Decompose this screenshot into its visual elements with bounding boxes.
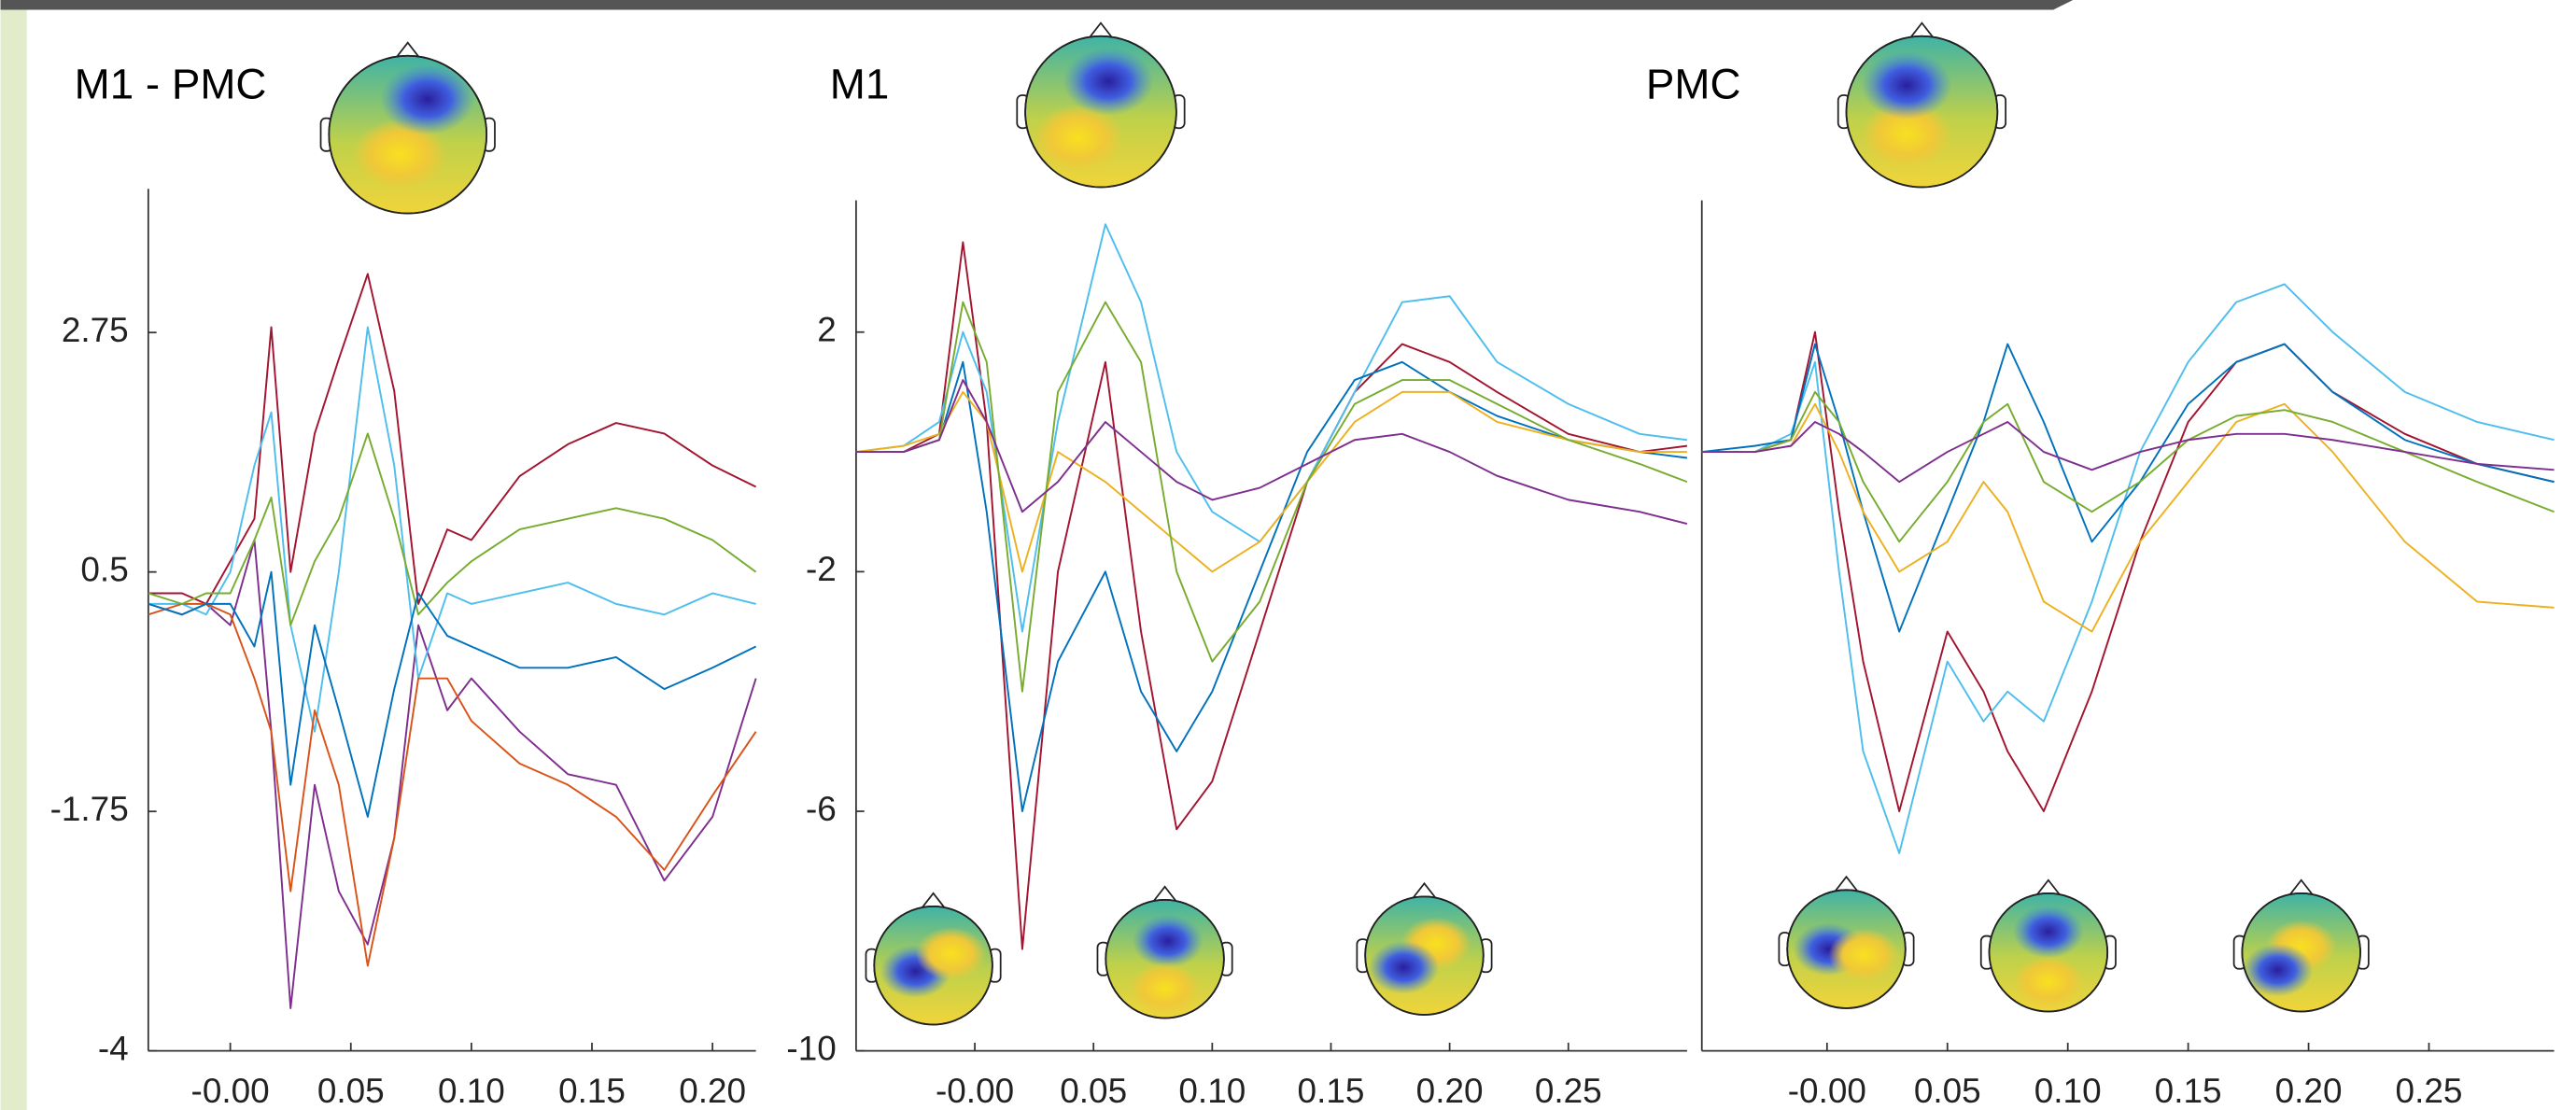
y-tick-label: -4 <box>98 1029 129 1067</box>
blob <box>1063 47 1154 116</box>
blob <box>1828 928 1900 982</box>
trace <box>148 273 757 605</box>
trace <box>855 241 1688 950</box>
trace <box>148 539 757 1010</box>
y-tick-label: -2 <box>806 550 837 588</box>
trace <box>1701 390 2555 543</box>
x-tick-label: 0.25 <box>2396 1072 2463 1110</box>
blob <box>1129 962 1201 1016</box>
trace <box>1701 343 2555 633</box>
head-outline <box>1786 889 1907 1009</box>
trace <box>148 326 756 733</box>
y-tick-label: -10 <box>786 1029 836 1067</box>
trace <box>148 602 757 967</box>
trace <box>1701 283 2555 854</box>
head-outline <box>873 906 993 1026</box>
top-bar <box>0 0 2074 10</box>
blob <box>1368 940 1440 994</box>
blob <box>915 927 987 981</box>
y-tick-label: -1.75 <box>50 790 129 828</box>
blob <box>2242 943 2314 997</box>
trace <box>1701 330 2555 812</box>
blob <box>1132 914 1204 968</box>
x-tick-label: 0.20 <box>679 1072 746 1110</box>
x-tick-label: 0.20 <box>1416 1072 1484 1110</box>
x-tick-label: 0.10 <box>438 1072 505 1110</box>
x-tick-label: 0.05 <box>1060 1072 1127 1110</box>
x-tick-label: 0.20 <box>2275 1072 2343 1110</box>
side-strip <box>0 0 27 1110</box>
x-tick-label: 0.25 <box>1535 1072 1602 1110</box>
panel: M1 -10 -6 -2 2 -0.00 0.05 0.10 0.15 0.20 0.25 <box>786 60 1688 1110</box>
topomap <box>2232 878 2370 1013</box>
topomap <box>1356 881 1493 1016</box>
y-tick-label: 0.5 <box>80 550 128 588</box>
y-tick-label: 2.75 <box>62 311 129 349</box>
x-tick-label: 0.05 <box>1914 1072 1981 1110</box>
topomap <box>1979 878 2117 1013</box>
topomap <box>1096 885 1233 1019</box>
panel-title: M1 <box>830 60 890 107</box>
x-tick-label: 0.10 <box>2034 1072 2102 1110</box>
x-tick-label: 0.15 <box>2155 1072 2222 1110</box>
blob <box>2012 905 2084 959</box>
y-tick-label: 2 <box>817 310 837 348</box>
x-tick-label: -0.00 <box>191 1072 270 1110</box>
topomap <box>319 41 496 215</box>
head-outline <box>328 54 488 215</box>
blob <box>380 63 475 135</box>
trace <box>855 379 1688 526</box>
topomap <box>1778 875 1915 1009</box>
head-outline <box>2241 892 2361 1013</box>
head-outline <box>1988 892 2109 1013</box>
x-tick-label: 0.15 <box>558 1072 626 1110</box>
head-outline <box>1845 35 1999 189</box>
blob <box>1861 50 1952 119</box>
x-tick-label: 0.05 <box>317 1072 385 1110</box>
trace <box>1701 421 2555 484</box>
trace <box>855 223 1688 633</box>
x-tick-label: -0.00 <box>936 1072 1014 1110</box>
x-tick-label: -0.00 <box>1788 1072 1866 1110</box>
topomap <box>1016 21 1186 189</box>
x-tick-label: 0.15 <box>1298 1072 1365 1110</box>
panel: M1 - PMC -4 -1.75 0.5 2.75 -0.00 0.05 0.10 0.15 0… <box>50 60 757 1110</box>
trace <box>148 570 757 818</box>
trace <box>855 301 1688 693</box>
topomap <box>1837 21 2007 189</box>
blob <box>1033 104 1124 173</box>
head-outline <box>1105 898 1225 1019</box>
trace <box>855 390 1687 573</box>
y-tick-label: -6 <box>806 790 837 828</box>
panel-title: M1 - PMC <box>75 60 267 107</box>
blob <box>1861 100 1952 169</box>
blob <box>352 119 447 190</box>
trace <box>1701 402 2555 633</box>
trace <box>148 432 757 626</box>
panel-title: PMC <box>1646 60 1741 107</box>
topomaps <box>319 21 2370 1026</box>
x-tick-label: 0.10 <box>1178 1072 1246 1110</box>
topomap <box>865 892 1002 1026</box>
plots: M1 - PMC -4 -1.75 0.5 2.75 -0.00 0.05 0.10 0.15 0… <box>50 60 2555 1110</box>
head-outline <box>1024 35 1177 189</box>
blob <box>2012 955 2084 1009</box>
head-outline <box>1364 895 1485 1016</box>
panel: PMC -0.00 0.05 0.10 0.15 0.20 0.25 <box>1646 60 2555 1110</box>
